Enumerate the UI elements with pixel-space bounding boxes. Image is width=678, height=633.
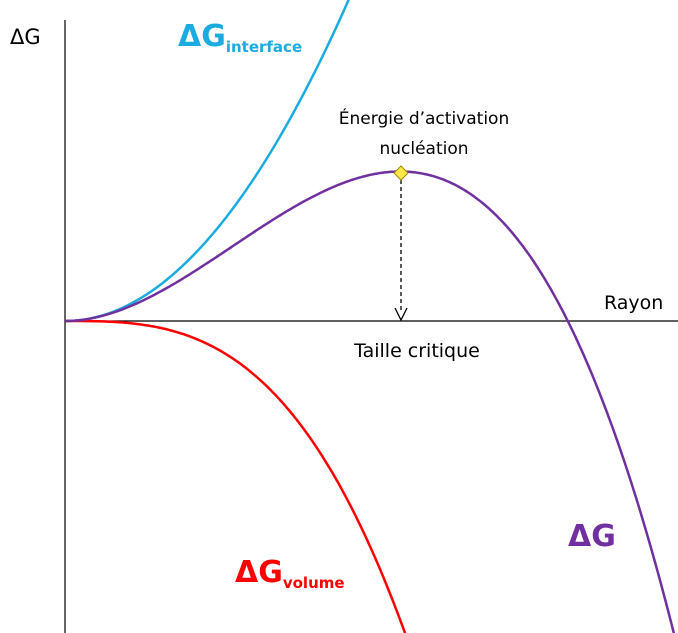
label-sub: interface <box>226 38 302 56</box>
y-axis-label: ΔG <box>10 25 41 49</box>
label-sub: volume <box>283 574 345 592</box>
arrow-head <box>394 307 408 322</box>
total-curve <box>65 170 676 633</box>
x-axis-label: Rayon <box>604 292 663 314</box>
activation-label: Énergie d’activation <box>339 107 509 129</box>
interface-label: ΔGinterface <box>178 19 302 56</box>
activation-label: nucléation <box>379 139 468 159</box>
volume-label: ΔGvolume <box>235 555 345 592</box>
critical-label: Taille critique <box>353 340 480 362</box>
total-label: ΔG <box>568 519 616 554</box>
label-main: ΔG <box>235 555 283 590</box>
label-main: ΔG <box>178 19 226 54</box>
maximum-marker <box>393 165 409 181</box>
volume-curve <box>65 319 407 633</box>
